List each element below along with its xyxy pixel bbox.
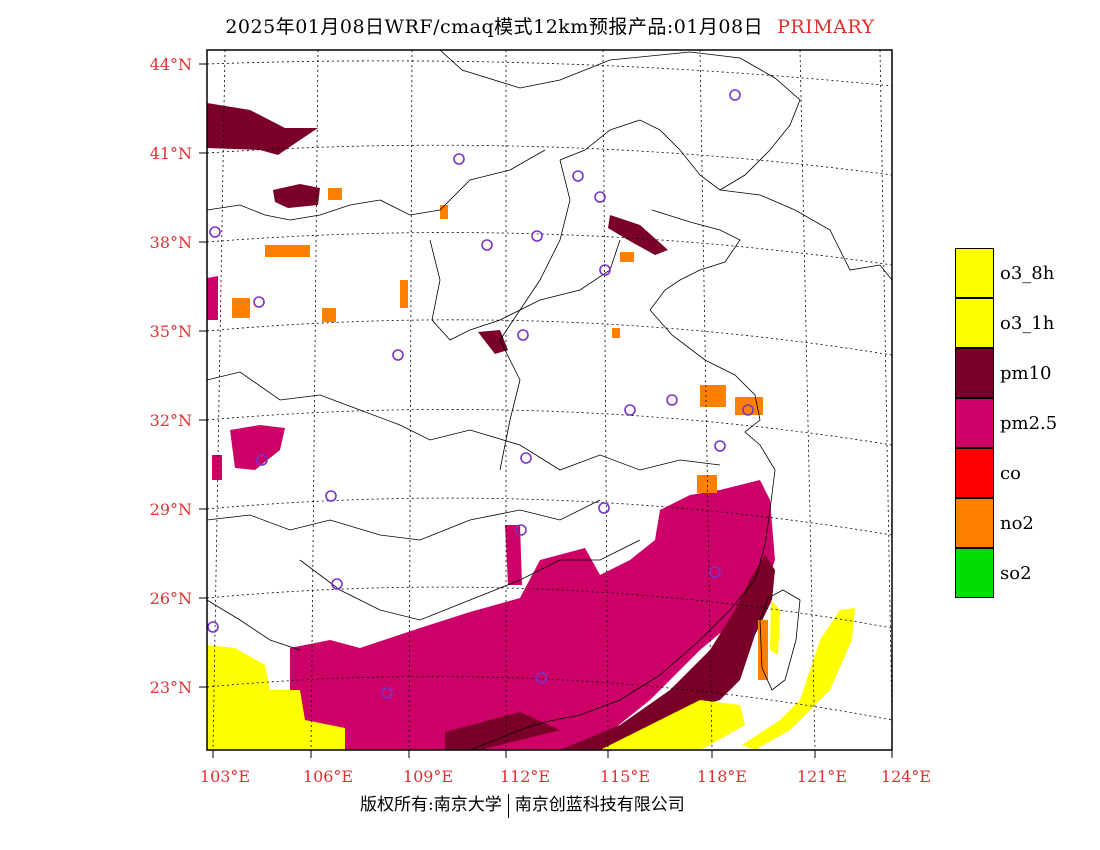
lon-tick-label: 109°E — [403, 767, 453, 786]
lat-tick-label: 44°N — [150, 55, 192, 74]
legend-label: pm2.5 — [1000, 412, 1058, 434]
footer-divider — [507, 793, 509, 818]
legend-item: so2 — [955, 547, 1057, 598]
legend-item: no2 — [955, 497, 1057, 548]
copyright-footer: 版权所有:南京大学 南京创蓝科技有限公司 — [360, 790, 685, 818]
legend-item: o3_8h — [955, 247, 1057, 298]
lon-labels: 103°E 106°E 109°E 112°E 115°E 118°E 121°… — [200, 767, 931, 786]
legend-label: co — [1000, 462, 1021, 484]
boundaries — [207, 50, 892, 750]
lon-tick-label: 115°E — [600, 767, 650, 786]
graticule — [207, 50, 892, 750]
status-label: PRIMARY — [777, 16, 875, 38]
legend-swatch — [955, 297, 994, 348]
legend-swatch — [955, 547, 994, 598]
legend-swatch — [955, 397, 994, 448]
legend-swatch — [955, 247, 994, 298]
lat-tick-label: 32°N — [150, 411, 192, 430]
legend-label: o3_8h — [1000, 262, 1055, 284]
map-frame — [206, 49, 893, 751]
lat-labels: 44°N 41°N 38°N 35°N 32°N 29°N 26°N 23°N — [150, 55, 192, 697]
lon-tick-label: 106°E — [303, 767, 353, 786]
legend-label: so2 — [1000, 562, 1032, 584]
legend-label: no2 — [1000, 512, 1034, 534]
lon-tick-label: 124°E — [881, 767, 931, 786]
pollutant-legend: o3_8h o3_1h pm10 pm2.5 co no2 so2 — [955, 247, 1058, 598]
station-markers — [207, 89, 754, 699]
o3-field — [207, 600, 855, 750]
lat-tick-label: 41°N — [150, 144, 192, 163]
pm25-field — [207, 276, 775, 750]
pm10-field — [207, 103, 775, 750]
legend-item: co — [955, 447, 1057, 498]
company-text: 南京创蓝科技有限公司 — [514, 795, 685, 815]
lon-tick-label: 112°E — [500, 767, 550, 786]
legend-item: o3_1h — [955, 297, 1057, 348]
lat-tick-label: 38°N — [150, 233, 192, 252]
copyright-text: 版权所有:南京大学 — [360, 795, 502, 815]
legend-item: pm2.5 — [955, 397, 1058, 448]
legend-swatch — [955, 447, 994, 498]
lat-tick-label: 26°N — [150, 589, 192, 608]
lat-tick-label: 29°N — [150, 500, 192, 519]
legend-label: pm10 — [1000, 362, 1052, 384]
legend-label: o3_1h — [1000, 312, 1055, 334]
lon-tick-label: 103°E — [200, 767, 250, 786]
legend-swatch — [955, 347, 994, 398]
map-title: 2025年01月08日WRF/cmaq模式12km预报产品:01月08日 PRIM… — [0, 12, 1100, 39]
no2-field — [232, 188, 768, 680]
legend-item: pm10 — [955, 347, 1057, 398]
legend-swatch — [955, 497, 994, 548]
lat-tick-label: 35°N — [150, 322, 192, 341]
lat-tick-label: 23°N — [150, 678, 192, 697]
lon-tick-label: 118°E — [697, 767, 747, 786]
title-text: 2025年01月08日WRF/cmaq模式12km预报产品:01月08日 — [225, 16, 764, 38]
tick-marks — [199, 63, 893, 758]
lon-tick-label: 121°E — [797, 767, 847, 786]
map-layers — [207, 103, 855, 750]
